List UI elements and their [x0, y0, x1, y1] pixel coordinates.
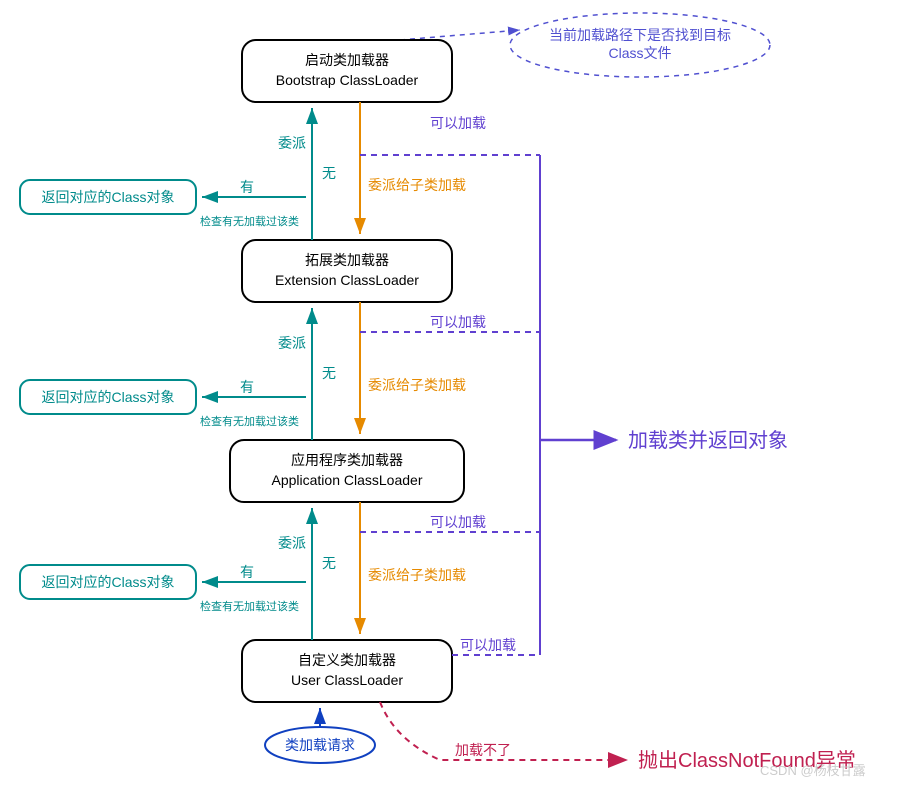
label-has-1: 有	[240, 179, 254, 195]
node-extension-l2: Extension ClassLoader	[275, 272, 419, 288]
node-extension	[242, 240, 452, 302]
label-delegate-child-3: 委派给子类加载	[368, 567, 466, 583]
label-has-2: 有	[240, 379, 254, 395]
node-bootstrap-l1: 启动类加载器	[305, 52, 389, 68]
label-load-return: 加载类并返回对象	[628, 429, 788, 452]
watermark: CSDN @杨枝甘露	[760, 763, 866, 778]
return-text-3: 返回对应的Class对象	[41, 574, 174, 590]
request-text: 类加载请求	[285, 737, 355, 753]
label-none-1: 无	[322, 165, 336, 181]
node-application	[230, 440, 464, 502]
label-check-1: 检查有无加载过该类	[200, 214, 299, 228]
node-user-l2: User ClassLoader	[291, 672, 403, 688]
label-canload-1: 可以加载	[430, 115, 486, 131]
label-canload-4: 可以加载	[460, 637, 516, 653]
label-delegate-2: 委派	[278, 335, 306, 351]
node-application-l2: Application ClassLoader	[272, 472, 423, 488]
cloud-text1: 当前加载路径下是否找到目标	[549, 27, 731, 43]
label-check-2: 检查有无加载过该类	[200, 414, 299, 428]
node-user-l1: 自定义类加载器	[298, 652, 396, 668]
label-has-3: 有	[240, 564, 254, 580]
cloud-text2: Class文件	[608, 45, 671, 61]
label-canload-2: 可以加载	[430, 314, 486, 330]
node-extension-l1: 拓展类加载器	[305, 252, 389, 268]
node-bootstrap	[242, 40, 452, 102]
label-check-3: 检查有无加载过该类	[200, 599, 299, 613]
label-delegate-child-2: 委派给子类加载	[368, 377, 466, 393]
label-delegate-child-1: 委派给子类加载	[368, 177, 466, 193]
label-none-2: 无	[322, 365, 336, 381]
node-user	[242, 640, 452, 702]
return-text-1: 返回对应的Class对象	[41, 189, 174, 205]
node-application-l1: 应用程序类加载器	[291, 452, 403, 468]
label-canload-3: 可以加载	[430, 514, 486, 530]
label-cannot-load: 加载不了	[455, 742, 511, 758]
arrow-to-cloud	[400, 30, 520, 40]
label-delegate-3: 委派	[278, 535, 306, 551]
return-text-2: 返回对应的Class对象	[41, 389, 174, 405]
label-none-3: 无	[322, 555, 336, 571]
classloader-diagram: 当前加载路径下是否找到目标 Class文件 启动类加载器 Bootstrap C…	[0, 0, 902, 794]
label-delegate-1: 委派	[278, 135, 306, 151]
node-bootstrap-l2: Bootstrap ClassLoader	[276, 72, 419, 88]
